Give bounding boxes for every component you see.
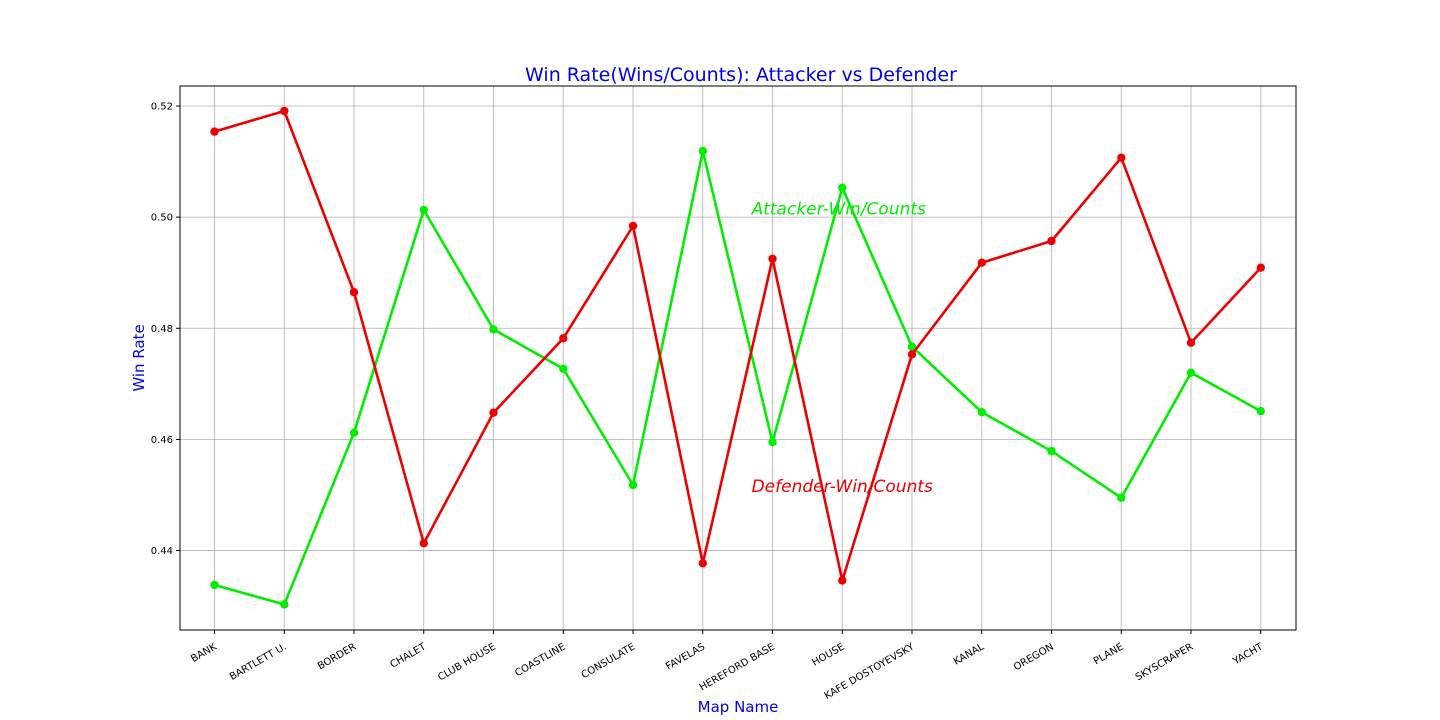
defender-point [977,258,986,267]
defender-line [214,109,1262,582]
grid [180,86,1296,630]
x-axis-label: Map Name [698,698,779,716]
defender-point [1186,338,1196,347]
defender-point [280,106,289,116]
defender-point [559,334,568,343]
attacker-point [1256,406,1266,416]
attacker-point [628,480,638,490]
attacker-point [1117,493,1126,502]
defender-point [349,288,359,297]
defender-point [1117,153,1126,162]
attacker-series [210,146,1266,609]
series-annotation: Defender-Win/Counts [752,477,933,497]
attacker-point [698,146,707,156]
attacker-line [214,149,1262,606]
x-tick-label: CHALET [388,641,428,671]
defender-point [1256,263,1266,272]
attacker-point [559,364,568,373]
defender-series [210,106,1266,585]
attacker-point [210,580,219,590]
defender-point [768,254,777,263]
chart-title: Win Rate(Wins/Counts): Attacker vs Defen… [525,64,957,86]
y-tick-label: 0.50 [151,213,173,224]
x-tick-label: SKYSCRAPER [1134,642,1196,684]
defender-point [419,539,428,548]
attacker-point [419,205,428,215]
defender-point [210,127,219,136]
x-tick-label: BORDER [316,642,358,673]
attacker-point [1186,368,1196,377]
x-tick-label: KANAL [952,641,987,667]
defender-point [1047,236,1056,246]
series-annotation: Attacker-Win/Counts [751,199,926,219]
x-tick-label: BARTLETT U. [228,642,289,683]
axis-ticks: BANK BARTLETT U. BORDER CHALET CLUB HOUSE COA… [151,102,1266,702]
defender-point [628,221,638,231]
x-tick-label: FAVELAS [664,642,707,673]
attacker-point [349,428,359,437]
attacker-point [977,408,986,417]
y-tick-label: 0.48 [151,324,173,335]
y-tick-label: 0.46 [151,435,173,446]
attacker-point [1047,446,1056,456]
attacker-point [838,183,847,192]
defender-point [838,576,847,585]
x-tick-label: OREGON [1012,642,1056,674]
attacker-point [768,438,777,447]
y-tick-label: 0.52 [151,102,173,113]
plot-area [179,85,1297,631]
defender-point [907,350,917,359]
x-tick-label: CLUB HOUSE [436,642,498,684]
y-tick-label: 0.44 [151,546,173,557]
x-tick-label: HOUSE [810,642,846,669]
defender-point [698,559,707,568]
attacker-point [280,600,289,609]
y-axis-label: Win Rate [130,324,148,391]
x-tick-label: CONSULATE [580,642,638,682]
defender-point [489,408,498,417]
x-tick-label: COASTLINE [513,642,567,680]
x-tick-label: HEREFORD BASE [698,642,777,694]
x-tick-label: YACHT [1230,641,1265,668]
series-layer [210,106,1266,609]
x-tick-label: PLANE [1092,642,1126,668]
attacker-point [489,325,498,334]
attacker-point [907,342,917,351]
x-tick-label: BANK [189,641,219,665]
annotations: Attacker-Win/Counts Defender-Win/Counts [751,199,933,497]
